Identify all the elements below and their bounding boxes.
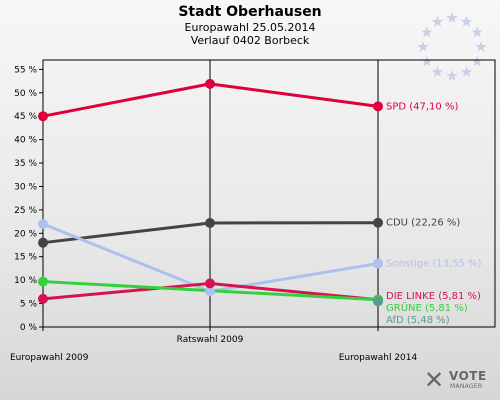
series-label-die-linke: DIE LINKE (5,81 %) — [386, 291, 481, 302]
eu-star-icon — [431, 15, 444, 27]
data-point-sonstige — [373, 258, 383, 269]
y-tick-label: 45 % — [14, 112, 37, 122]
x-tick-label: Europawahl 2009 — [10, 353, 89, 363]
x-axis: Europawahl 2009 Ratswahl 2009 Europawahl 2… — [10, 60, 418, 363]
eu-star-icon — [421, 26, 433, 38]
chart-header: Stadt Oberhausen Europawahl 25.05.2014 V… — [0, 4, 500, 47]
y-tick-label: 25 % — [14, 206, 37, 216]
chart-subtitle-district: Verlauf 0402 Borbeck — [190, 34, 310, 47]
eu-star-icon — [460, 66, 473, 77]
eu-star-icon — [460, 15, 473, 27]
data-point-sonstige — [205, 286, 215, 297]
data-point-gr-ne — [38, 276, 48, 287]
plot-area — [42, 59, 496, 328]
series-label-sonstige: Sonstige (13,55 %) — [386, 259, 482, 270]
series-label-cdu: CDU (22,26 %) — [386, 218, 460, 229]
eu-stars-emblem — [417, 12, 487, 81]
data-point-spd — [373, 101, 383, 112]
data-point-die-linke — [38, 293, 48, 304]
eu-star-icon — [475, 41, 487, 52]
eu-star-icon — [417, 41, 429, 52]
y-tick-label: 55 % — [14, 65, 37, 75]
y-tick-label: 30 % — [14, 182, 37, 192]
eu-star-icon — [431, 66, 444, 77]
data-point-spd — [38, 111, 48, 122]
chart-subtitle-election: Europawahl 25.05.2014 — [184, 21, 316, 34]
eu-star-icon — [446, 12, 458, 23]
eu-star-icon — [471, 55, 483, 67]
y-tick-label: 20 % — [14, 229, 37, 239]
chart-title: Stadt Oberhausen — [178, 4, 322, 20]
eu-star-icon — [446, 70, 458, 81]
series-points — [38, 78, 383, 307]
data-point-cdu — [373, 217, 383, 228]
eu-star-icon — [421, 55, 433, 67]
y-tick-label: 35 % — [14, 159, 37, 169]
data-point-spd — [205, 78, 215, 89]
series-labels: SPD (47,10 %) CDU (22,26 %) Sonstige (13,5… — [386, 101, 482, 326]
series-label-afd: AfD (5,48 %) — [386, 315, 450, 326]
series-label-spd: SPD (47,10 %) — [386, 101, 458, 112]
data-point-die-linke — [205, 278, 215, 289]
y-tick-label: 10 % — [14, 276, 37, 286]
eu-star-icon — [471, 26, 483, 38]
votemanager-logo-mark: ✕ — [424, 366, 445, 394]
y-tick-label: 15 % — [14, 253, 37, 263]
y-tick-label: 5 % — [20, 300, 38, 310]
y-tick-label: 0 % — [20, 323, 38, 333]
votemanager-logo-word: VOTE — [449, 369, 487, 383]
data-point-afd — [373, 296, 383, 307]
series-label-gr-ne: GRÜNE (5,81 %) — [386, 301, 468, 314]
data-point-sonstige — [38, 218, 48, 229]
y-tick-label: 50 % — [14, 89, 37, 99]
data-point-cdu — [38, 237, 48, 248]
y-axis: 0 % 5 % 10 % 15 % 20 % 25 % 30 % 35 % 40 % 45 % 50… — [14, 65, 43, 333]
votemanager-logo-sub: MANAGER — [450, 383, 483, 390]
x-tick-label: Ratswahl 2009 — [177, 335, 244, 345]
x-tick-label: Europawahl 2014 — [339, 353, 418, 363]
y-tick-label: 40 % — [14, 136, 37, 146]
data-point-cdu — [205, 218, 215, 229]
